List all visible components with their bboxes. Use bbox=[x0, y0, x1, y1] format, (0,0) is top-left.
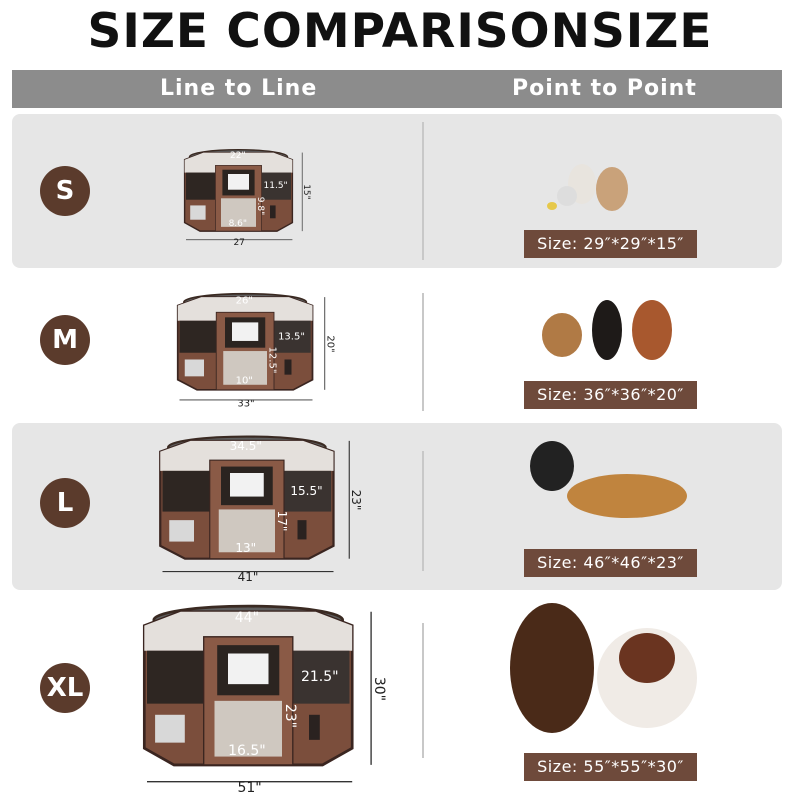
size-row-m: M 26" 13.5" 20" 12.5" 10" 33" Size: 36″*… bbox=[12, 275, 782, 417]
dim-door: 12.5" bbox=[266, 346, 278, 374]
pet-silhouette bbox=[542, 313, 582, 357]
divider bbox=[422, 122, 424, 260]
dim-door: 9.8" bbox=[255, 196, 266, 216]
size-row-s: S 22" 11.5" 15" 9.8" 8.6" 27 Size: 29″*2… bbox=[12, 114, 782, 268]
size-badge: XL bbox=[40, 663, 90, 713]
pets-image bbox=[542, 134, 652, 218]
pet-silhouette bbox=[547, 202, 557, 210]
divider bbox=[422, 451, 424, 571]
dim-width: 41" bbox=[237, 569, 259, 584]
playpen-drawing bbox=[159, 435, 350, 573]
pets-image bbox=[497, 593, 707, 743]
header-line-to-line: Line to Line bbox=[160, 76, 318, 101]
pet-silhouette bbox=[619, 633, 675, 683]
header-point-to-point: Point to Point bbox=[512, 76, 697, 101]
pets-image bbox=[537, 275, 687, 370]
dim-bottom: 8.6" bbox=[228, 219, 248, 229]
pet-silhouette bbox=[510, 603, 594, 733]
dim-width: 27 bbox=[233, 238, 245, 248]
dim-door: 17" bbox=[274, 510, 289, 532]
dim-top: 34.5" bbox=[229, 439, 262, 453]
dim-door: 23" bbox=[282, 703, 299, 729]
pet-silhouette bbox=[592, 300, 622, 360]
divider bbox=[422, 293, 424, 411]
divider bbox=[422, 623, 424, 758]
dim-height: 30" bbox=[371, 676, 388, 701]
playpen-drawing bbox=[176, 292, 326, 401]
size-badge: L bbox=[40, 478, 90, 528]
pet-silhouette bbox=[530, 441, 574, 491]
pet-silhouette bbox=[596, 167, 628, 211]
playpen-image: 22" 11.5" 15" 9.8" 8.6" 27 bbox=[172, 144, 312, 248]
dim-height: 15" bbox=[301, 184, 312, 200]
pet-silhouette bbox=[557, 186, 577, 206]
dim-bottom: 10" bbox=[235, 375, 253, 387]
size-label: Size: 29″*29″*15″ bbox=[524, 230, 697, 258]
dim-side: 15.5" bbox=[290, 484, 323, 498]
pet-silhouette bbox=[632, 300, 672, 360]
playpen-drawing bbox=[183, 149, 303, 241]
dim-width: 33" bbox=[237, 398, 255, 410]
comparison-header: Line to Line Point to Point bbox=[12, 70, 782, 108]
size-row-l: L 34.5" 15.5" 23" 17" 13" 41" Size: 46″*… bbox=[12, 423, 782, 590]
page-title: SIZE COMPARISONSIZE bbox=[87, 4, 713, 59]
playpen-image: 44" 21.5" 30" 23" 16.5" 51" bbox=[120, 595, 390, 796]
size-badge: M bbox=[40, 315, 90, 365]
size-row-xl: XL 44" 21.5" 30" 23" 16.5" 51" Size: 55″… bbox=[12, 593, 782, 796]
dim-height: 20" bbox=[324, 334, 336, 353]
dim-side: 11.5" bbox=[263, 181, 288, 191]
dim-bottom: 16.5" bbox=[228, 743, 266, 759]
dim-side: 13.5" bbox=[278, 331, 305, 343]
dim-top: 44" bbox=[234, 610, 260, 627]
dim-bottom: 13" bbox=[235, 541, 257, 555]
playpen-drawing bbox=[142, 604, 372, 783]
dim-width: 51" bbox=[237, 780, 262, 797]
dim-top: 22" bbox=[230, 151, 246, 161]
size-label: Size: 36″*36″*20″ bbox=[524, 381, 697, 409]
size-badge: S bbox=[40, 166, 90, 216]
size-label: Size: 55″*55″*30″ bbox=[524, 753, 697, 781]
size-label: Size: 46″*46″*23″ bbox=[524, 549, 697, 577]
pets-image bbox=[507, 431, 707, 543]
playpen-image: 34.5" 15.5" 23" 17" 13" 41" bbox=[140, 428, 365, 584]
dim-side: 21.5" bbox=[300, 668, 339, 685]
pet-silhouette bbox=[567, 474, 687, 518]
dim-top: 26" bbox=[235, 295, 253, 307]
playpen-image: 26" 13.5" 20" 12.5" 10" 33" bbox=[162, 287, 337, 409]
dim-height: 23" bbox=[349, 489, 363, 511]
